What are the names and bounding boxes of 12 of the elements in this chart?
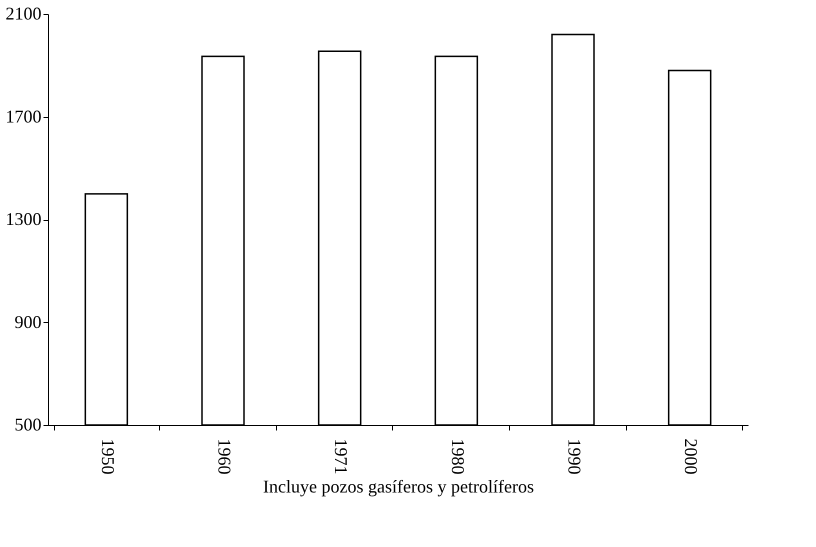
x-tick-label: 1980	[448, 438, 468, 474]
y-tick-label: 2100	[6, 4, 42, 24]
x-tick-label: 1950	[98, 438, 118, 474]
y-tick-label: 900	[14, 312, 42, 332]
x-tick-label: 1990	[564, 438, 584, 474]
y-tick-label: 1700	[6, 106, 42, 126]
x-tick-label: 2000	[681, 438, 702, 474]
x-tick-label: 1971	[331, 438, 352, 474]
x-tick-label: 1960	[214, 438, 234, 474]
x-axis-title: Incluye pozos gasíferos y petrolíferos	[263, 476, 534, 496]
y-tick-label: 500	[14, 414, 42, 434]
y-tick-label: 1300	[6, 209, 42, 229]
